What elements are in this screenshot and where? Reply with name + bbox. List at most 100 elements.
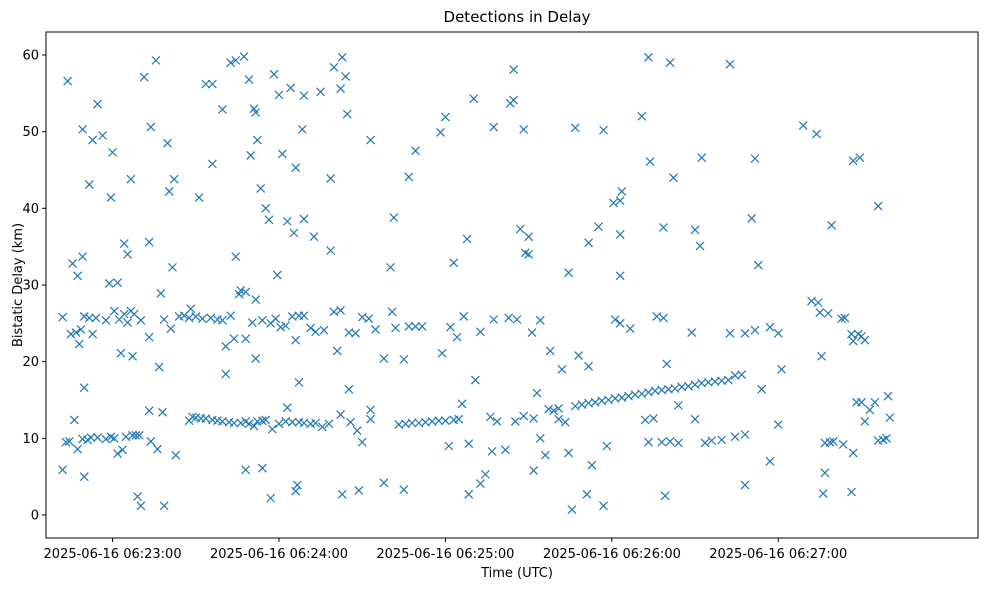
data-point <box>291 163 301 173</box>
data-point <box>700 438 710 448</box>
data-point <box>159 501 169 511</box>
data-point <box>344 384 354 394</box>
data-point <box>247 318 257 327</box>
data-point <box>244 419 254 429</box>
data-point <box>184 313 194 323</box>
data-point <box>292 480 302 490</box>
data-point <box>113 278 122 288</box>
data-point <box>609 198 618 208</box>
data-point <box>387 307 397 317</box>
data-point <box>798 121 808 130</box>
data-point <box>602 441 612 451</box>
data-point <box>316 87 326 97</box>
data-point <box>753 260 763 270</box>
data-point <box>88 135 98 145</box>
data-point <box>299 91 309 101</box>
data-point <box>64 436 74 446</box>
data-point <box>441 416 450 426</box>
data-point <box>436 128 445 137</box>
data-point <box>79 383 89 393</box>
data-point <box>317 422 327 432</box>
data-point <box>366 135 375 145</box>
data-point <box>873 201 883 211</box>
data-point <box>459 312 469 321</box>
data-point <box>106 193 116 203</box>
data-point <box>123 318 132 327</box>
data-point <box>644 52 653 62</box>
data-point <box>159 315 169 324</box>
data-point <box>326 174 336 183</box>
data-point <box>404 321 414 331</box>
data-point <box>379 478 389 488</box>
data-point <box>411 146 420 156</box>
data-point <box>838 440 848 449</box>
data-point <box>93 433 103 442</box>
data-point <box>599 501 608 511</box>
data-point <box>750 154 760 163</box>
data-point <box>399 485 409 495</box>
data-point <box>669 173 678 183</box>
data-point <box>282 216 292 226</box>
data-point <box>452 332 462 342</box>
data-point <box>570 123 580 133</box>
data-point <box>267 424 277 434</box>
data-point <box>357 437 367 447</box>
data-point <box>437 348 447 358</box>
y-tick-label: 0 <box>31 509 39 524</box>
data-point <box>299 311 309 321</box>
data-point <box>257 315 267 325</box>
data-point <box>306 323 316 333</box>
data-point <box>582 489 592 499</box>
data-point <box>389 213 399 222</box>
data-point <box>464 439 474 449</box>
data-point <box>119 239 129 249</box>
data-point <box>544 404 554 414</box>
data-point <box>577 400 587 410</box>
data-point <box>617 187 627 196</box>
data-point <box>109 433 119 443</box>
data-point <box>599 125 608 135</box>
data-point <box>221 369 231 379</box>
data-point <box>615 271 625 281</box>
data-point <box>500 445 510 455</box>
x-tick-label: 2025-06-16 06:26:00 <box>543 547 681 562</box>
data-point <box>848 156 858 166</box>
data-point <box>615 318 625 328</box>
data-point <box>357 312 367 322</box>
data-point <box>354 486 364 495</box>
data-point <box>535 433 545 443</box>
data-point <box>524 232 534 242</box>
data-point <box>73 444 83 454</box>
data-point <box>261 415 271 425</box>
data-point <box>434 416 444 426</box>
data-point <box>509 95 519 105</box>
data-point <box>725 59 735 69</box>
data-point <box>171 450 181 460</box>
data-point <box>549 406 559 416</box>
data-point <box>332 346 342 356</box>
data-point <box>352 426 362 436</box>
data-point <box>570 401 580 411</box>
data-point <box>163 138 172 148</box>
data-point <box>812 129 821 139</box>
data-point <box>276 322 286 332</box>
data-point <box>139 72 149 82</box>
data-point <box>324 419 334 429</box>
data-point <box>687 328 697 337</box>
data-point <box>289 228 299 238</box>
data-point <box>231 252 241 262</box>
data-point <box>156 289 166 298</box>
data-point <box>154 362 164 372</box>
data-point <box>690 225 700 235</box>
data-point <box>281 321 291 331</box>
data-point <box>131 430 141 440</box>
data-point <box>144 332 154 342</box>
data-point <box>264 215 274 225</box>
data-point <box>469 94 479 104</box>
data-point <box>457 399 467 409</box>
data-point <box>554 404 564 413</box>
data-point <box>454 414 464 424</box>
data-point <box>346 417 355 427</box>
data-point <box>475 327 485 337</box>
